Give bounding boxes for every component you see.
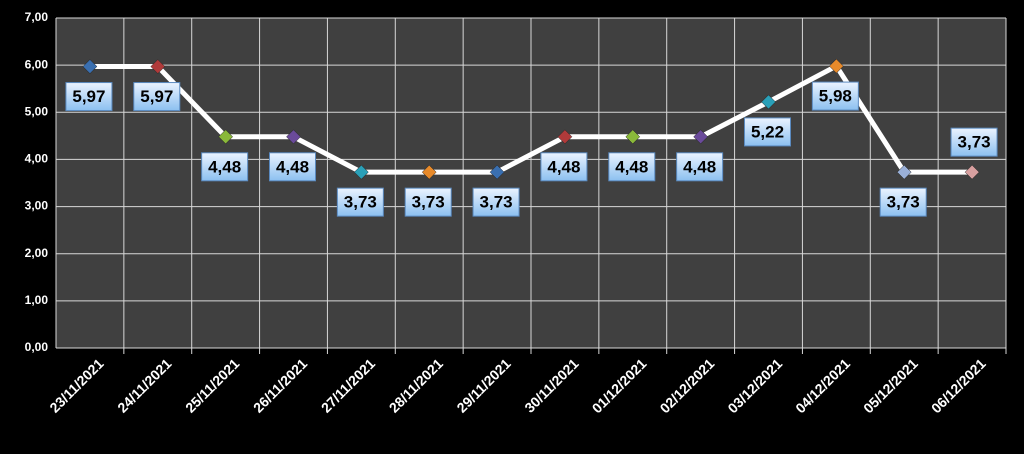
y-tick-label: 4,00 [25,152,49,166]
value-label-box [201,152,249,182]
value-label: 4,48 [683,157,716,176]
value-label-box [744,117,791,147]
x-tick-label: 27/11/2021 [318,355,378,415]
marker [829,58,844,74]
value-label-box [676,152,724,182]
value-label-box [811,81,859,111]
x-tick-label: 28/11/2021 [386,355,446,415]
value-label-box [404,187,452,217]
marker [218,129,233,145]
value-label: 3,73 [958,133,991,152]
y-tick-label: 3,00 [25,199,49,213]
value-label-box [950,127,998,157]
value-label: 4,48 [276,157,309,176]
value-label-box [133,82,181,112]
y-tick-label: 7,00 [25,10,49,24]
marker [354,164,369,180]
x-tick-label: 23/11/2021 [46,355,106,415]
value-label: 4,48 [615,157,648,176]
x-tick-label: 25/11/2021 [182,355,242,415]
value-label: 3,73 [412,193,445,212]
marker [761,94,776,110]
value-label: 4,48 [547,157,580,176]
y-tick-label: 0,00 [25,340,49,354]
x-tick-label: 03/12/2021 [724,355,785,416]
value-label: 3,73 [344,193,377,212]
x-tick-label: 02/12/2021 [657,355,718,416]
marker [557,129,573,145]
y-tick-label: 2,00 [25,246,49,260]
value-label-box [540,152,588,182]
x-tick-label: 04/12/2021 [792,355,853,416]
x-tick-label: 29/11/2021 [453,355,513,415]
value-label-box [336,187,384,217]
y-tick-label: 6,00 [25,57,49,71]
value-label-box [269,152,316,182]
marker [693,129,708,145]
value-label-box [65,82,113,112]
marker [489,164,505,180]
x-tick-label: 05/12/2021 [860,355,921,416]
x-tick-label: 01/12/2021 [589,355,650,416]
value-label-box [472,187,520,217]
marker [896,164,912,180]
value-label-box [608,152,656,182]
x-tick-label: 30/11/2021 [521,355,581,415]
value-label: 5,98 [819,87,852,106]
marker [625,129,641,145]
marker [286,129,301,145]
line [89,63,973,175]
value-label: 3,73 [887,193,920,212]
marker [150,59,166,74]
marker [964,164,980,180]
value-label: 5,97 [72,87,105,106]
y-tick-label: 5,00 [25,104,49,118]
y-tick-label: 1,00 [25,293,49,307]
value-label: 5,97 [140,87,173,106]
x-tick-label: 26/11/2021 [250,355,310,415]
value-label: 4,48 [208,157,241,176]
x-tick-label: 06/12/2021 [928,355,989,416]
marker [82,59,98,74]
value-label: 5,22 [751,122,784,141]
value-label-box [879,187,927,217]
marker [421,164,437,180]
value-label: 3,73 [480,193,513,212]
x-tick-label: 24/11/2021 [114,355,174,415]
